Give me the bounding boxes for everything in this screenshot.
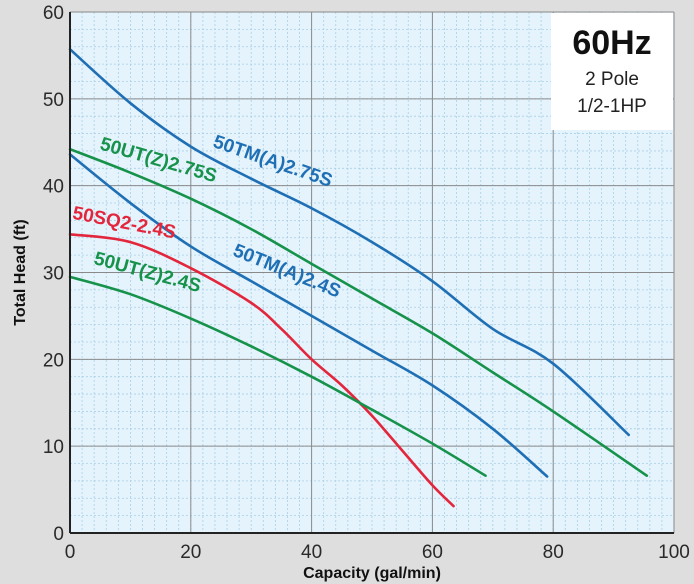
y-tick-label: 10 — [43, 437, 64, 458]
series-line-50TM(A)2.75S — [68, 48, 630, 437]
info-box: 60Hz 2 Pole 1/2-1HP — [551, 13, 673, 130]
x-tick-labels: 0 20 40 60 80 100 — [65, 542, 690, 563]
x-tick-label: 40 — [301, 542, 322, 563]
x-tick-label: 100 — [658, 542, 690, 563]
y-tick-label: 20 — [43, 350, 64, 371]
info-box-frequency: 60Hz — [572, 24, 651, 62]
series-line-50UT(Z)2.75S — [68, 147, 649, 477]
info-box-poles: 2 Pole — [585, 69, 639, 90]
y-axis-label: Total Head (ft) — [12, 219, 29, 325]
y-tick-label: 60 — [43, 3, 64, 24]
x-tick-label: 20 — [180, 542, 201, 563]
y-tick-label: 50 — [43, 90, 64, 111]
info-box-background — [551, 13, 673, 130]
y-tick-label: 0 — [53, 524, 64, 545]
x-tick-label: 80 — [543, 542, 564, 563]
series-line-50UT(Z)2.4S — [68, 275, 487, 477]
axes — [69, 12, 674, 534]
y-tick-label: 30 — [43, 264, 64, 285]
series-layer — [68, 48, 649, 508]
x-tick-label: 60 — [422, 542, 443, 563]
series-line-50SQ2-2.4S — [68, 232, 455, 508]
x-tick-label: 0 — [65, 542, 76, 563]
series-line-50TM(A)2.4S — [68, 153, 549, 478]
info-box-horsepower: 1/2-1HP — [577, 96, 647, 117]
y-tick-label: 40 — [43, 177, 64, 198]
x-axis-label: Capacity (gal/min) — [303, 565, 441, 582]
y-tick-labels: 0 10 20 30 40 50 60 — [43, 3, 64, 545]
